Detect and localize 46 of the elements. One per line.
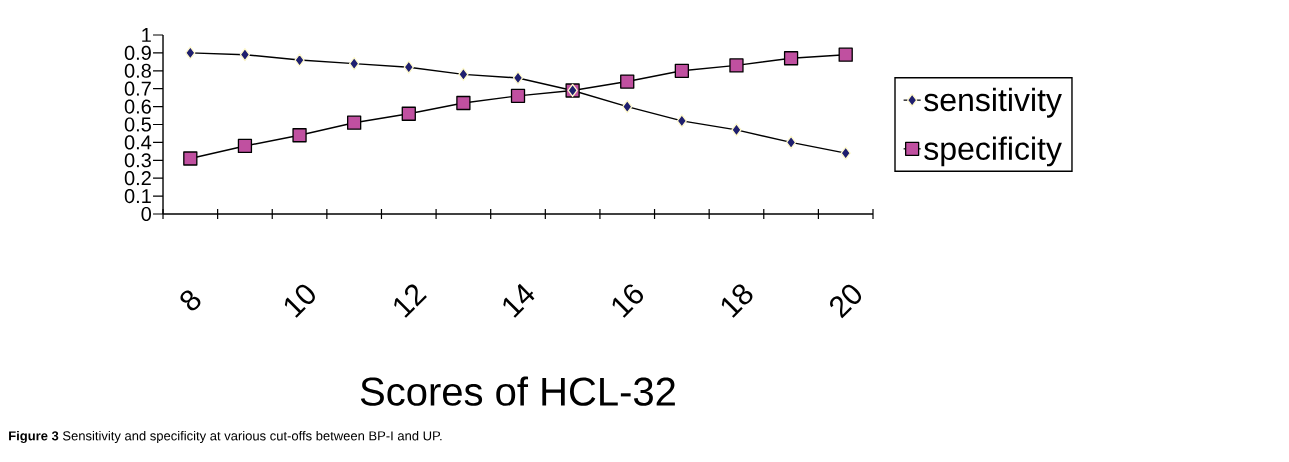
point xyxy=(347,115,362,130)
point xyxy=(294,53,305,67)
x-tick-label: 8 xyxy=(180,290,201,311)
point xyxy=(292,128,307,143)
y-tick-label: 0.5 xyxy=(124,117,151,132)
y-tick-label: 0.2 xyxy=(124,171,151,186)
point xyxy=(620,74,635,89)
y-tick-label: 0 xyxy=(141,206,152,222)
point xyxy=(729,58,744,73)
x-tick-label: 18 xyxy=(721,284,753,318)
x-axis-title: Scores of HCL-32 xyxy=(360,376,675,406)
legend-label: sensitivity xyxy=(924,87,1062,118)
point xyxy=(676,114,687,128)
text: Figure 3 Sensitivity and specificity at various cut-offs between BP-I and UP. xyxy=(9,430,442,444)
point xyxy=(401,106,416,121)
point xyxy=(622,99,633,114)
point xyxy=(403,60,414,74)
point xyxy=(183,151,198,166)
x-tick-label: 14 xyxy=(503,283,535,318)
point xyxy=(783,51,799,66)
y-tick-label: 0.7 xyxy=(124,81,151,96)
y-tick-label: 0.1 xyxy=(124,189,151,204)
legend-label: specificity xyxy=(924,136,1062,167)
y-tick-label: 1 xyxy=(142,28,151,42)
point xyxy=(237,138,253,154)
x-tick-label: 20 xyxy=(830,284,862,319)
point xyxy=(510,88,526,103)
y-tick-label: 0.9 xyxy=(124,45,151,60)
point xyxy=(456,95,471,111)
point xyxy=(349,56,360,71)
point xyxy=(731,123,742,137)
point xyxy=(512,71,524,85)
point xyxy=(239,48,251,62)
point xyxy=(674,63,689,78)
x-tick-label: 16 xyxy=(612,284,644,318)
y-tick-label: 0.6 xyxy=(124,99,151,114)
point xyxy=(185,46,196,60)
y-tick-label: 0.4 xyxy=(124,135,152,150)
point xyxy=(840,146,851,160)
point xyxy=(785,135,797,150)
y-tick-label: 0.8 xyxy=(124,63,151,78)
point xyxy=(458,67,469,82)
y-tick-label: 0.3 xyxy=(124,153,151,168)
point xyxy=(838,47,853,62)
x-tick-label: 12 xyxy=(394,284,427,318)
x-tick-label: 10 xyxy=(284,284,315,318)
